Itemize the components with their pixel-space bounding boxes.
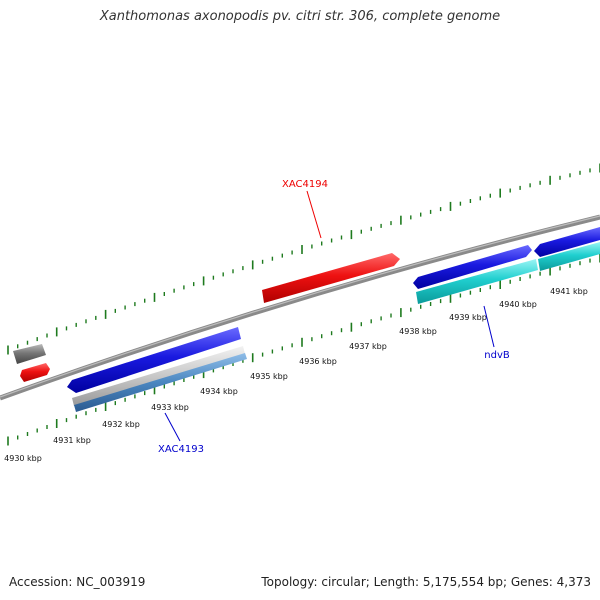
genome-backbone-highlight (0, 215, 600, 398)
kbp-label: 4932 kbp (102, 420, 140, 429)
kbp-label: 4937 kbp (349, 342, 387, 351)
gene-blue-right-1[interactable] (413, 245, 532, 289)
kbp-label: 4936 kbp (299, 357, 337, 366)
gene-feature-gray[interactable] (13, 344, 46, 364)
gene-feature-red-small[interactable] (20, 363, 50, 382)
kbp-label: 4931 kbp (53, 436, 91, 445)
kbp-label: 4930 kbp (4, 454, 42, 463)
genome-title: Xanthomonas axonopodis pv. citri str. 30… (99, 9, 501, 24)
gene-blue-right-2[interactable] (534, 227, 600, 257)
gene-xac4194[interactable] (262, 253, 400, 303)
tick-row-lower (7, 253, 600, 446)
gene-xac4193[interactable] (74, 353, 247, 412)
genome-summary-text: Topology: circular; Length: 5,175,554 bp… (261, 575, 591, 589)
leader-line-xac4193 (164, 412, 181, 442)
accession-text: Accession: NC_003919 (9, 575, 146, 589)
kbp-label: 4938 kbp (399, 327, 437, 336)
gene-blue-left[interactable] (67, 327, 241, 393)
tick-row-upper (7, 163, 600, 355)
kbp-label: 4934 kbp (200, 387, 238, 396)
gene-silver[interactable] (72, 346, 245, 406)
label-ndvb[interactable]: ndvB (484, 350, 510, 361)
leader-line-xac4194 (306, 190, 322, 239)
kbp-label: 4933 kbp (151, 403, 189, 412)
kbp-label: 4935 kbp (250, 372, 288, 381)
label-xac4193[interactable]: XAC4193 (158, 444, 204, 455)
gene-cyan-right[interactable] (538, 242, 600, 271)
gene-ndvb[interactable] (416, 259, 538, 304)
kbp-label: 4939 kbp (449, 313, 487, 322)
genome-backbone (0, 214, 600, 401)
label-xac4194[interactable]: XAC4194 (282, 179, 328, 190)
kbp-label: 4941 kbp (550, 287, 588, 296)
kbp-label: 4940 kbp (499, 300, 537, 309)
leader-line-ndvb (483, 305, 495, 348)
